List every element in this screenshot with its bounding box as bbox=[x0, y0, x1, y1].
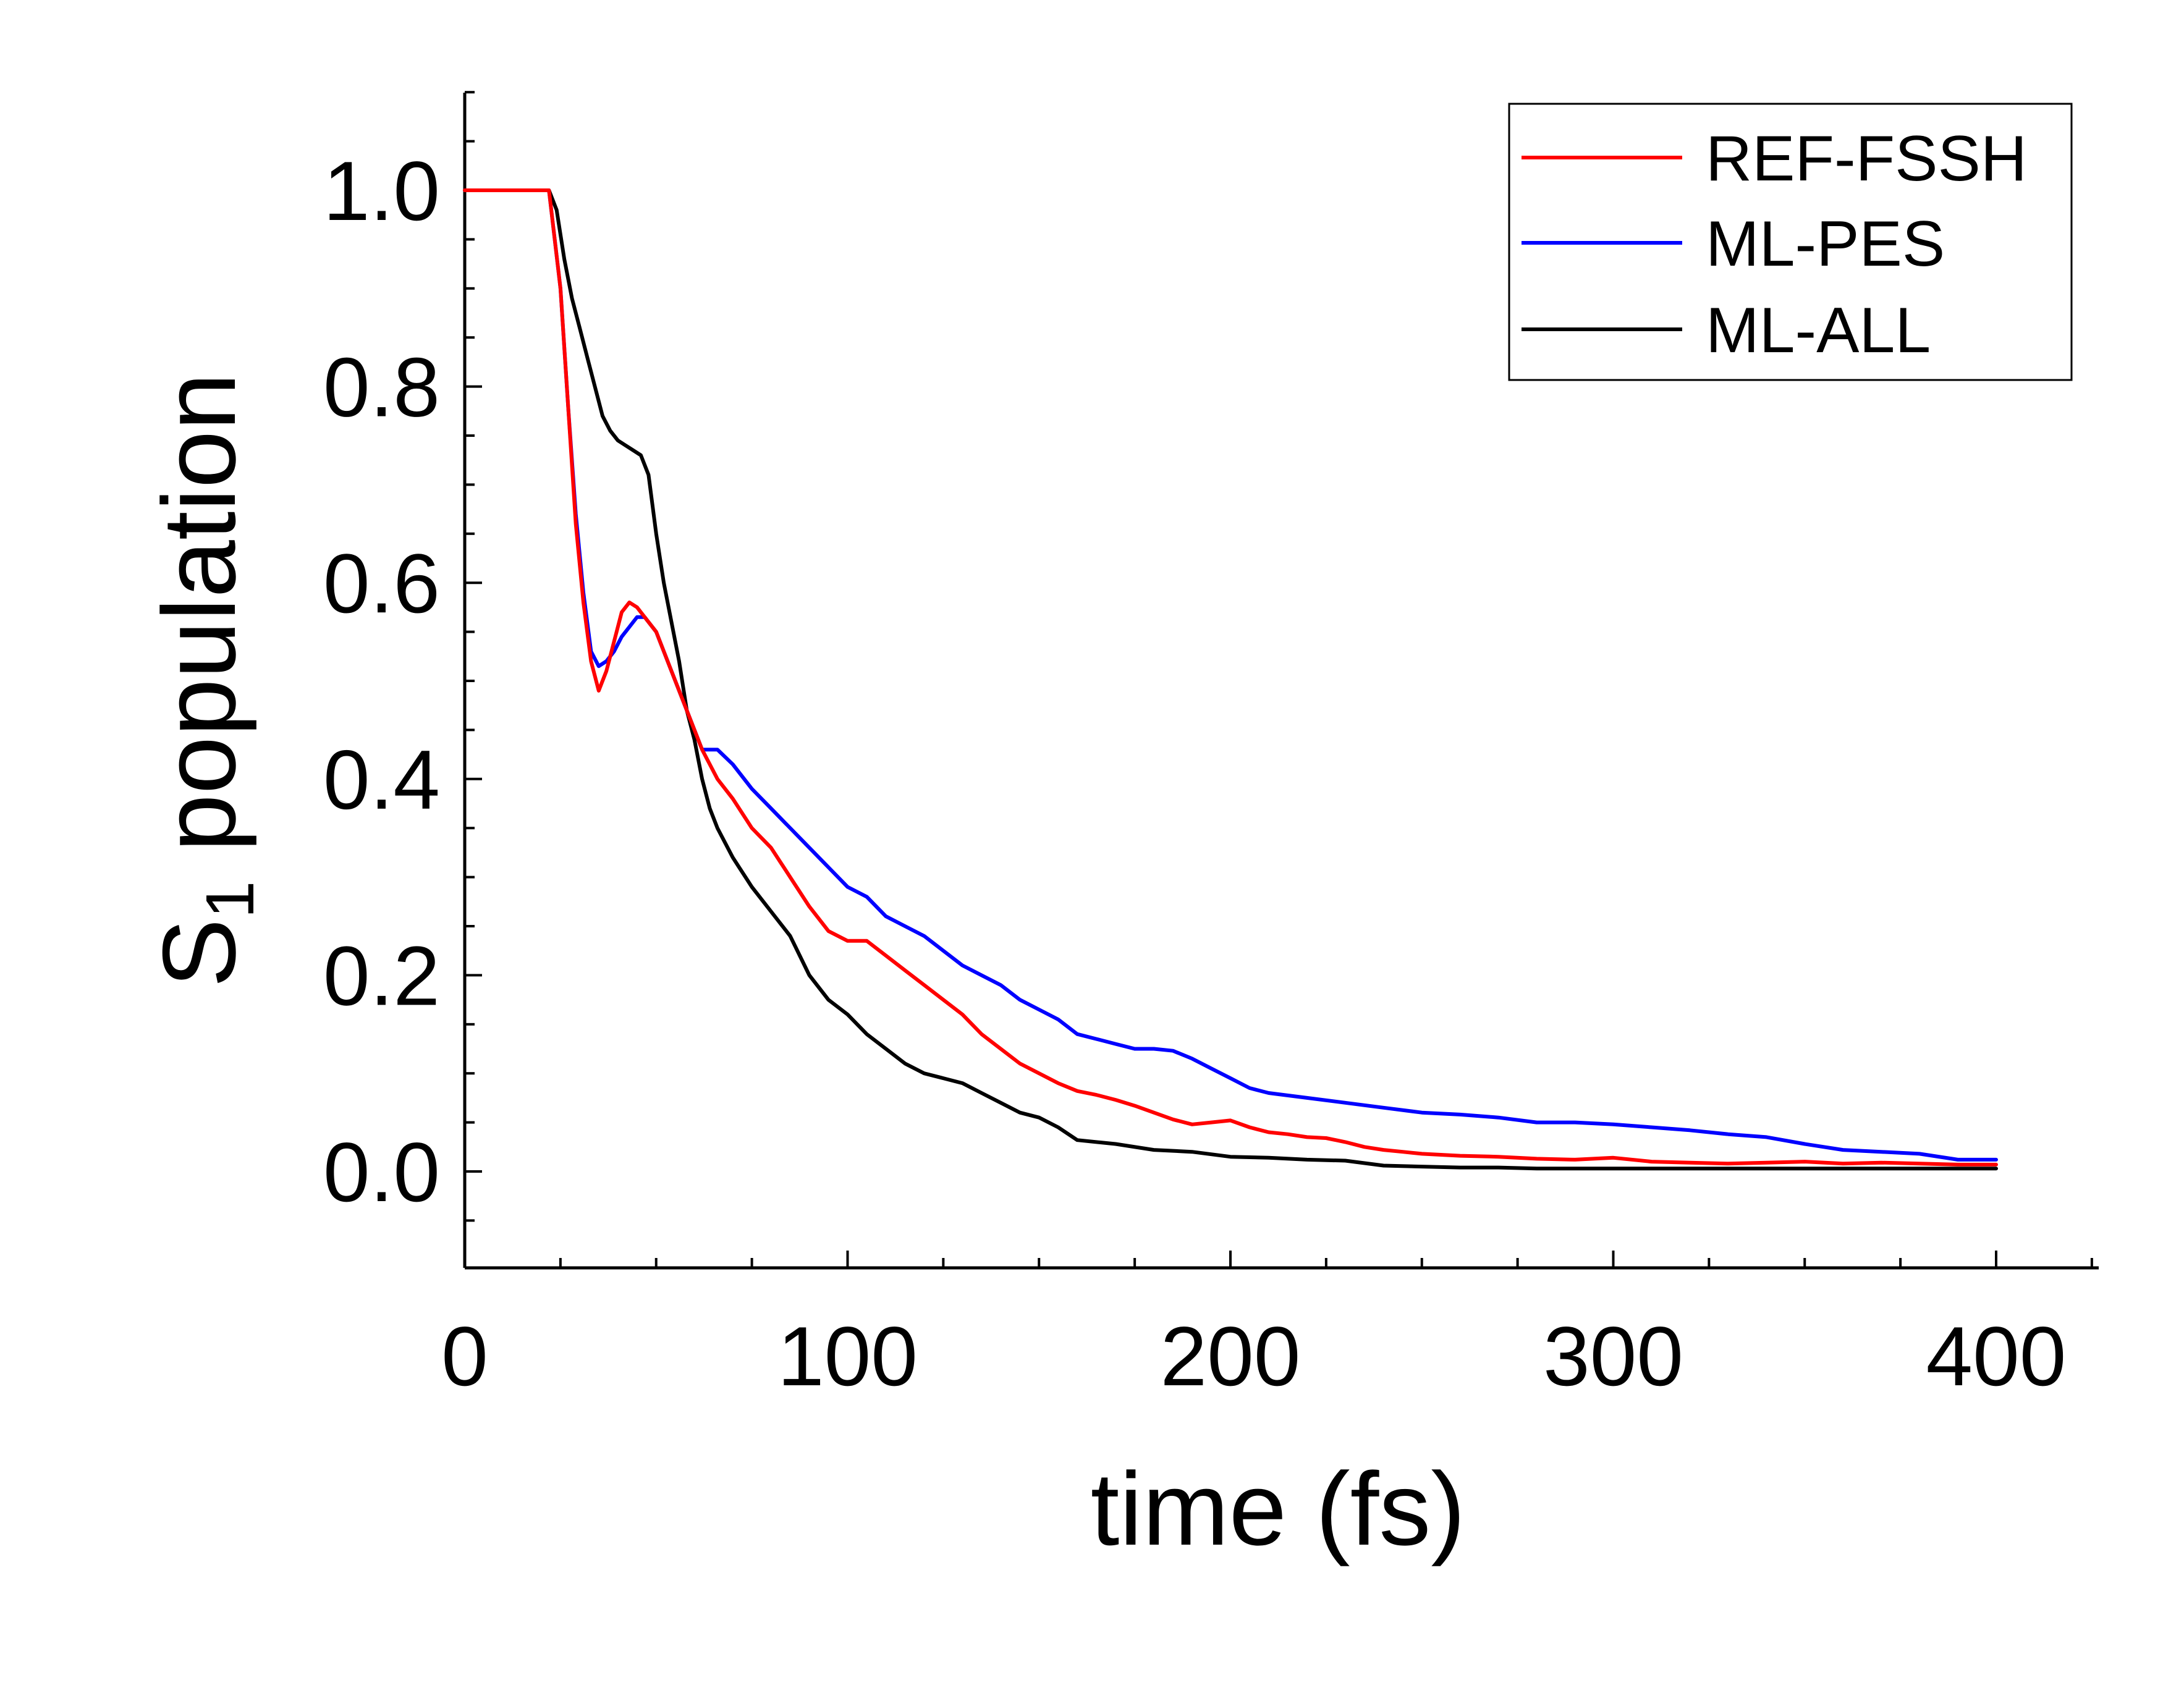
y-tick-label: 0.4 bbox=[323, 733, 440, 827]
x-tick-label: 200 bbox=[1161, 1309, 1301, 1403]
legend-label-ml-pes: ML-PES bbox=[1706, 208, 1945, 280]
x-tick-label: 400 bbox=[1926, 1309, 2067, 1403]
y-axis-title-rest: population bbox=[141, 373, 257, 880]
x-tick-label: 100 bbox=[777, 1309, 918, 1403]
legend: REF-FSSH ML-PES ML-ALL bbox=[1508, 103, 2073, 381]
y-ticks: 0.0 0.2 0.4 0.6 0.8 1.0 bbox=[323, 91, 482, 1222]
series-lines bbox=[463, 188, 1998, 1171]
y-axis-title-subscript: 1 bbox=[192, 880, 268, 918]
y-tick-label: 1.0 bbox=[323, 144, 440, 238]
series-line-ml-all bbox=[463, 188, 1998, 1171]
legend-label-ml-all: ML-ALL bbox=[1706, 295, 1931, 366]
y-tick-label: 0.8 bbox=[323, 340, 440, 434]
x-ticks: 0 100 200 300 400 bbox=[441, 1251, 2093, 1403]
series-line-ml-pes bbox=[463, 188, 1998, 1162]
legend-label-ref-fssh: REF-FSSH bbox=[1706, 123, 2027, 195]
y-axis-title: S1 population bbox=[141, 373, 268, 987]
y-axis-title-main: S bbox=[141, 919, 257, 988]
x-axis-title: time (fs) bbox=[1091, 1451, 1466, 1567]
series-line-ref-fssh bbox=[463, 188, 1998, 1167]
x-tick-label: 0 bbox=[441, 1309, 488, 1403]
x-tick-label: 300 bbox=[1543, 1309, 1683, 1403]
y-tick-label: 0.2 bbox=[323, 929, 440, 1023]
y-tick-label: 0.0 bbox=[323, 1125, 440, 1219]
y-tick-label: 0.6 bbox=[323, 536, 440, 630]
